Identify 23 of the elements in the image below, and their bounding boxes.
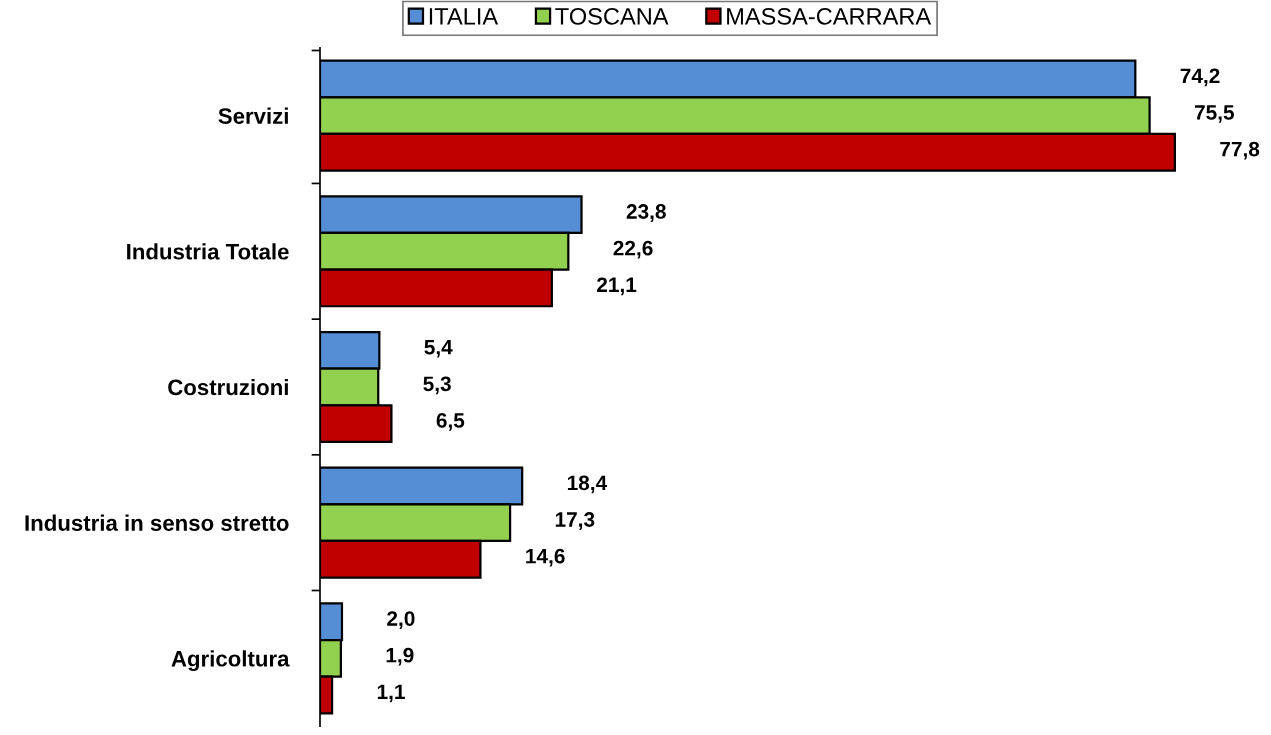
data-label: 23,8 xyxy=(626,204,666,222)
data-label: 74,2 xyxy=(1180,68,1220,87)
y-tick-label: Costruzioni xyxy=(168,378,288,396)
y-tick-label: Servizi xyxy=(218,107,288,124)
data-label: 5,3 xyxy=(423,376,451,395)
y-tick-label: Industria in senso stretto xyxy=(25,514,289,531)
data-label: 5,4 xyxy=(424,340,453,358)
data-label: 75,5 xyxy=(1194,105,1235,123)
data-label: 18,4 xyxy=(567,475,608,494)
data-label: 77,8 xyxy=(1220,141,1260,160)
data-label: 6,5 xyxy=(436,413,465,431)
legend-label: MASSA-CARRARA xyxy=(727,8,932,25)
legend-label: TOSCANA xyxy=(555,8,669,25)
data-label: 1,1 xyxy=(377,684,405,703)
data-label: 17,3 xyxy=(555,512,595,530)
data-label: 21,1 xyxy=(597,277,637,296)
y-tick-label: Agricoltura xyxy=(171,650,290,672)
data-label: 1,9 xyxy=(386,647,414,666)
data-label: 22,6 xyxy=(613,240,653,259)
y-tick-label: Industria Totale xyxy=(127,243,289,260)
data-label: 2,0 xyxy=(387,611,415,629)
data-label: 14,6 xyxy=(526,548,565,567)
legend-label: ITALIA xyxy=(429,8,499,25)
